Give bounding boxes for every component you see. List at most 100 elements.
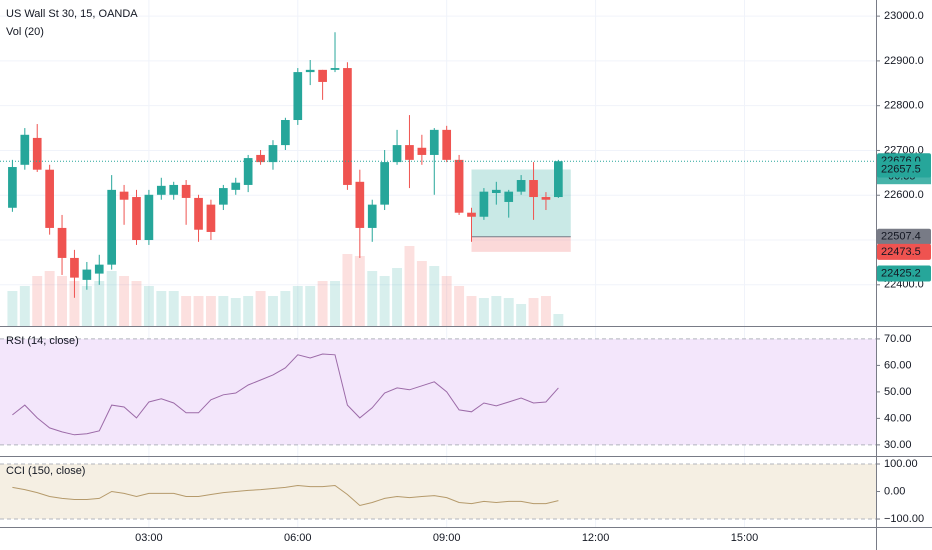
volume-bar <box>69 281 80 326</box>
volume-bar <box>392 268 403 326</box>
x-tick-label: 06:00 <box>284 532 312 544</box>
candle-body <box>206 204 216 232</box>
y-tick-label: 60.00 <box>884 359 912 371</box>
volume-bar <box>268 296 278 326</box>
volume-bar <box>230 298 241 326</box>
volume-bar <box>478 298 489 326</box>
price-badge-label: 22657.5 <box>881 163 921 175</box>
volume-bar <box>429 266 440 326</box>
pane-title: CCI (150, close) <box>6 465 85 477</box>
volume-bar <box>19 286 30 326</box>
price-badge-label: 22473.5 <box>881 246 921 258</box>
candle-body <box>454 159 464 213</box>
volume-bar <box>181 296 192 326</box>
candle-body <box>132 197 141 241</box>
y-tick-label: 22600.0 <box>884 189 924 201</box>
volume-bar <box>528 298 539 326</box>
candle-body <box>156 185 166 195</box>
candle-body <box>256 154 265 163</box>
volume-bar <box>553 314 564 326</box>
volume-bar <box>255 291 266 326</box>
candle-body <box>82 269 92 280</box>
volume-bar <box>416 261 427 326</box>
volume-bar <box>317 281 328 326</box>
volume-bar <box>218 296 229 326</box>
candle-body <box>268 145 278 163</box>
y-tick-label: 50.00 <box>884 386 912 398</box>
volume-bar <box>131 281 142 326</box>
candle-body <box>442 129 452 160</box>
candle-body <box>405 145 414 160</box>
candle-body <box>181 184 191 198</box>
candle-body <box>305 69 315 73</box>
volume-bar <box>441 276 452 326</box>
volume-bar <box>44 271 55 326</box>
candle-body <box>107 189 117 265</box>
volume-bar <box>57 276 68 326</box>
price-badge-label: 22507.4 <box>881 231 921 243</box>
candle-body <box>45 169 54 228</box>
x-tick-label: 09:00 <box>433 532 461 544</box>
candle-body <box>491 189 501 194</box>
volume-bar <box>367 271 378 326</box>
volume-bar <box>354 256 365 326</box>
volume-bar <box>516 304 527 326</box>
price-badge <box>877 243 931 260</box>
volume-bar <box>7 291 18 326</box>
y-tick-label: 30.00 <box>884 439 912 451</box>
band <box>0 464 876 520</box>
candle-body <box>479 191 489 217</box>
x-tick-label: 15:00 <box>731 532 759 544</box>
candle-body <box>541 197 551 200</box>
y-tick-label: 22400.0 <box>884 279 924 291</box>
candle-body <box>417 147 427 155</box>
candle-body <box>504 191 514 202</box>
candle-body <box>281 120 290 146</box>
volume-bar <box>32 276 43 326</box>
indicator-line <box>12 353 559 436</box>
candle-body <box>20 134 30 165</box>
candle-body <box>32 137 42 170</box>
volume-bar <box>305 286 316 326</box>
volume-bar <box>243 296 254 326</box>
candle-body <box>243 158 253 185</box>
candle-body <box>293 72 303 121</box>
candle-body <box>231 182 241 190</box>
candle-body <box>392 145 402 163</box>
y-tick-label: 40.00 <box>884 412 912 424</box>
y-tick-label: 70.00 <box>884 333 912 345</box>
volume-bar <box>168 291 179 326</box>
volume-bar <box>94 281 105 326</box>
candle-body <box>343 68 352 185</box>
y-tick-label: 22900.0 <box>884 55 924 67</box>
price-badge <box>877 161 931 178</box>
candle-body <box>516 180 526 192</box>
y-tick-label: 23000.0 <box>884 10 924 22</box>
volume-bar <box>81 286 92 326</box>
candle-body <box>70 257 79 278</box>
x-tick-label: 12:00 <box>582 532 610 544</box>
candle-body <box>529 180 538 198</box>
volume-bar <box>143 286 154 326</box>
y-tick-label: 22800.0 <box>884 100 924 112</box>
y-tick-label: −100.00 <box>884 513 924 525</box>
candle-body <box>194 197 203 230</box>
candle-body <box>94 264 104 274</box>
volume-bar <box>540 296 551 326</box>
x-tick-label: 03:00 <box>135 532 163 544</box>
candle-body <box>380 162 389 205</box>
y-tick-label: 100.00 <box>884 458 918 470</box>
candle-body <box>554 161 563 198</box>
indicator-line <box>12 484 559 507</box>
volume-bar <box>379 276 390 326</box>
stop-zone <box>471 236 571 252</box>
candle-body <box>8 167 17 208</box>
candle-body <box>219 188 228 205</box>
volume-bar <box>106 271 117 326</box>
candle-body <box>318 69 327 82</box>
candle-body <box>367 204 377 228</box>
price-badge-label: 22425.2 <box>881 267 921 279</box>
